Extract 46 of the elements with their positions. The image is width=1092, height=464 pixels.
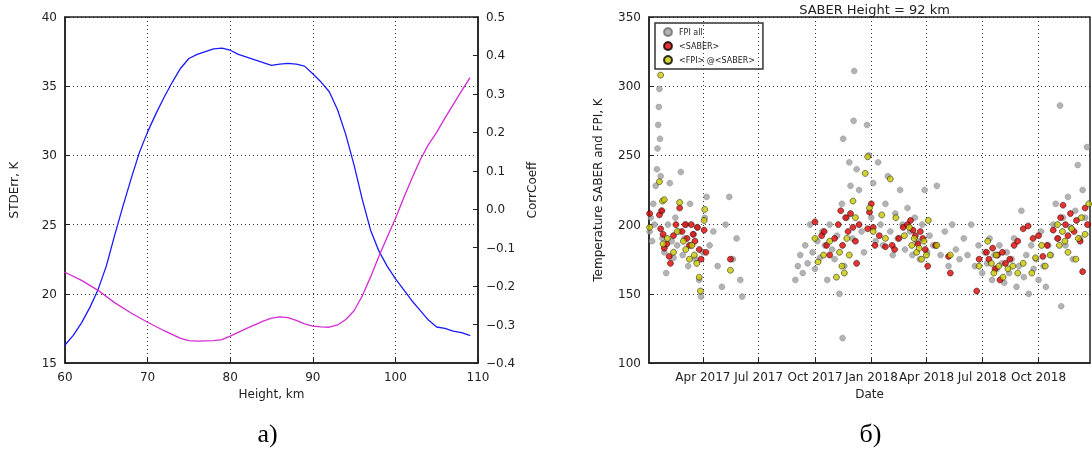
y2-tick-label: 0.2 — [485, 125, 506, 140]
y-tick-label: 15 — [41, 356, 57, 370]
y2-tick-label: −0.2 — [485, 279, 516, 294]
y-tick-label: 20 — [41, 286, 57, 301]
x-tick-label: Jan 2018 — [843, 370, 898, 384]
y-tick-label: 150 — [618, 286, 641, 301]
x-tick-label: 70 — [139, 370, 156, 384]
x-tick-label: 100 — [383, 370, 407, 384]
x-tick-label: Oct 2018 — [1011, 370, 1067, 384]
y-axis-title: Temperature SABER and FPI, K — [591, 97, 605, 283]
y-axis-title: STDErr, K — [7, 160, 21, 219]
y2-tick-label: 0.3 — [485, 86, 506, 101]
x-tick-label: Apr 2018 — [898, 370, 955, 384]
legend-label: FPI all — [679, 27, 703, 37]
x-axis-title: Height, km — [238, 386, 305, 401]
text: а) — [257, 418, 278, 448]
y-tick-label: 30 — [41, 148, 57, 163]
y2-tick-label: 0.1 — [485, 163, 506, 178]
x-tick-label: Jul 2017 — [733, 370, 784, 384]
x-tick-label: 90 — [305, 370, 321, 384]
y2-tick-label: −0.3 — [485, 317, 516, 332]
y-tick-label: 350 — [618, 10, 641, 24]
y2-tick-label: 0.4 — [485, 48, 506, 63]
x-tick-label: Apr 2017 — [675, 370, 731, 384]
y-tick-label: 40 — [41, 10, 57, 24]
y-tick-label: 35 — [41, 79, 57, 94]
legend-label: <FPI> @<SABER> — [679, 55, 755, 65]
y-tick-label: 25 — [41, 217, 57, 232]
x-tick-label: 80 — [222, 370, 238, 384]
y-tick-label: 250 — [618, 148, 641, 163]
y-tick-label: 200 — [618, 217, 641, 232]
text: б) — [859, 418, 882, 448]
x-tick-label: 60 — [57, 370, 73, 384]
y2-axis-title: CorrCoeff — [525, 160, 539, 219]
y2-tick-label: 0.5 — [485, 10, 506, 24]
legend-label: <SABER> — [679, 41, 720, 51]
x-tick-label: 110 — [466, 370, 490, 384]
y-tick-label: 300 — [618, 79, 641, 94]
chart-title: SABER Height = 92 km — [799, 2, 950, 17]
y2-tick-label: 0.0 — [485, 202, 506, 217]
y2-tick-label: −0.4 — [485, 356, 516, 370]
x-tick-label: Jul 2018 — [956, 370, 1007, 384]
y2-tick-label: −0.1 — [485, 240, 516, 255]
x-axis-title: Date — [855, 386, 884, 401]
y-tick-label: 100 — [618, 356, 641, 370]
x-tick-label: Oct 2017 — [787, 370, 843, 384]
